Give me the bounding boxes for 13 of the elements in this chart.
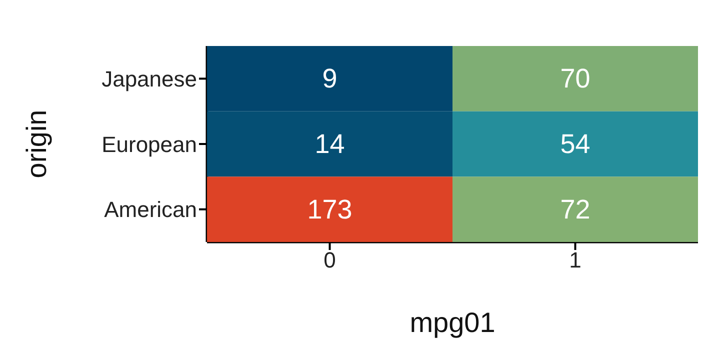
x-tick-label: 0: [324, 248, 336, 273]
data-label: 54: [560, 129, 590, 159]
data-label: 72: [560, 194, 590, 224]
data-label: 14: [314, 129, 345, 159]
y-tick-label: Japanese: [102, 66, 197, 92]
y-tick-label: European: [102, 132, 197, 157]
x-tick-label: 1: [569, 248, 582, 273]
y-axis-title: origin: [20, 110, 52, 178]
data-label: 70: [560, 64, 590, 94]
y-tick-label: American: [104, 197, 197, 222]
x-axis-title: mpg01: [410, 307, 496, 338]
data-label: 173: [307, 194, 352, 224]
data-label: 9: [322, 64, 338, 94]
